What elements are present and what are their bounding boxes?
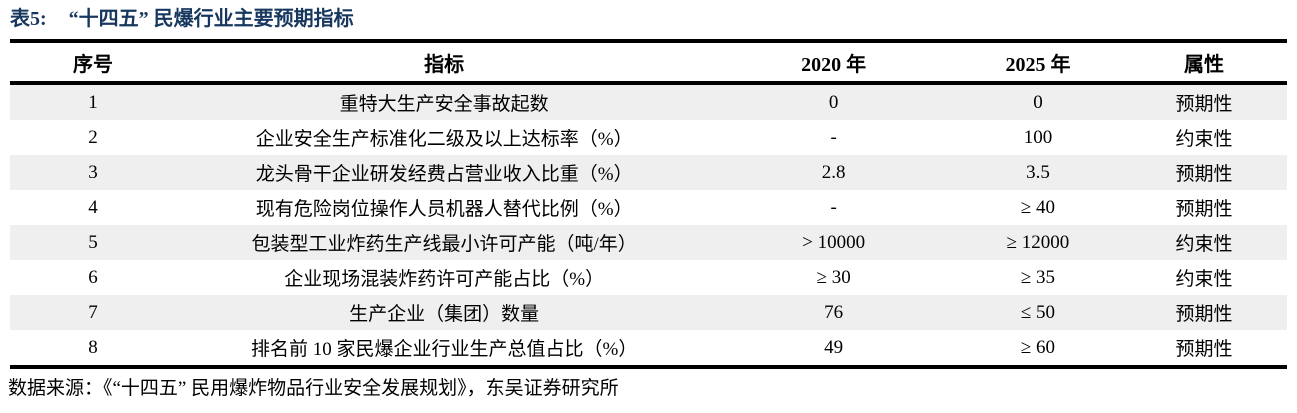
table-row: 3 龙头骨干企业研发经费占营业收入比重（%） 2.8 3.5 预期性 [10,155,1287,190]
cell-seq: 3 [88,161,98,183]
cell-attribute: 约束性 [1175,269,1233,290]
cell-2020: 2.8 [821,161,846,183]
cell-attribute: 约束性 [1175,234,1233,255]
table-number-label: 表5: [10,8,47,30]
cell-seq: 7 [88,301,98,323]
cell-2025: ≤ 50 [1020,301,1056,323]
cell-indicator: 龙头骨干企业研发经费占营业收入比重（%） [255,164,633,185]
cell-2020: 49 [824,336,844,358]
cell-indicator: 生产企业（集团）数量 [349,304,540,325]
cell-indicator: 企业安全生产标准化二级及以上达标率（%） [255,129,633,150]
cell-seq: 4 [88,196,98,218]
cell-2025: ≥ 35 [1020,266,1056,288]
cell-2020: 76 [824,301,844,323]
cell-indicator: 重特大生产安全事故起数 [339,94,549,115]
cell-attribute: 预期性 [1175,199,1233,220]
cell-attribute: 预期性 [1175,164,1233,185]
col-header-2025: 2025 年 [954,41,1121,85]
table-row: 7 生产企业（集团）数量 76 ≤ 50 预期性 [10,295,1287,330]
cell-2025: 3.5 [1026,161,1050,183]
cell-indicator: 企业现场混装炸药许可产能占比（%） [284,269,605,290]
cell-2025: ≥ 60 [1020,336,1056,358]
table-row: 5 包装型工业炸药生产线最小许可产能（吨/年） > 10000 ≥ 12000 … [10,225,1287,260]
col-header-2020: 2020 年 [712,41,955,85]
table-row: 2 企业安全生产标准化二级及以上达标率（%） - 100 约束性 [10,120,1287,155]
cell-attribute: 预期性 [1175,94,1233,115]
cell-attribute: 预期性 [1175,304,1233,325]
col-header-attribute: 属性 [1120,41,1287,85]
cell-indicator: 现有危险岗位操作人员机器人替代比例（%） [255,199,633,220]
cell-seq: 8 [88,336,98,358]
data-source-note: 数据来源：《“十四五” 民用爆炸物品行业安全发展规划》，东吴证券研究所 [8,378,619,399]
cell-seq: 1 [88,91,98,113]
table-title: 表5: “十四五” 民爆行业主要预期指标 [10,6,1287,32]
table-row: 6 企业现场混装炸药许可产能占比（%） ≥ 30 ≥ 35 约束性 [10,260,1287,295]
cell-indicator: 排名前 10 家民爆企业行业生产总值占比（%） [251,339,638,360]
cell-seq: 2 [88,126,98,148]
indicators-table: 序号 指标 2020 年 2025 年 属性 1 重特大生产安全事故起数 0 0… [10,39,1287,369]
cell-2025: ≥ 40 [1020,196,1056,218]
cell-2025: ≥ 12000 [1006,231,1070,253]
cell-2020: - [830,126,837,148]
cell-indicator: 包装型工业炸药生产线最小许可产能（吨/年） [251,234,637,255]
cell-2025: 0 [1033,91,1043,113]
table-row: 4 现有危险岗位操作人员机器人替代比例（%） - ≥ 40 预期性 [10,190,1287,225]
cell-2020: - [830,196,837,218]
cell-attribute: 约束性 [1175,129,1233,150]
table-row: 8 排名前 10 家民爆企业行业生产总值占比（%） 49 ≥ 60 预期性 [10,330,1287,367]
cell-2025: 100 [1023,126,1053,148]
cell-2020: 0 [828,91,839,113]
cell-seq: 5 [88,231,98,253]
cell-2020: ≥ 30 [816,266,851,288]
cell-2020: > 10000 [802,231,866,253]
cell-attribute: 预期性 [1175,339,1233,360]
table-title-text: “十四五” 民爆行业主要预期指标 [68,8,354,30]
col-header-indicator: 指标 [176,41,713,85]
header-row: 序号 指标 2020 年 2025 年 属性 [10,41,1287,85]
table-row: 1 重特大生产安全事故起数 0 0 预期性 [10,83,1287,120]
col-header-seq: 序号 [10,41,176,85]
cell-seq: 6 [88,266,98,288]
